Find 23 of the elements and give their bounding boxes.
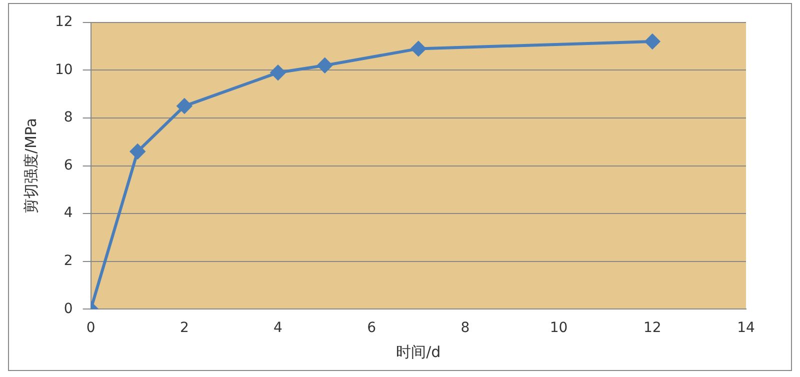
y-tick-label: 8 — [64, 110, 73, 126]
point — [644, 34, 660, 50]
y-tick-label: 0 — [64, 300, 73, 317]
point — [410, 41, 426, 56]
x-tick-label: 6 — [367, 320, 376, 336]
x-tick-label: 8 — [460, 320, 470, 336]
x-axis-title: 时间/d — [396, 342, 441, 361]
point — [317, 58, 332, 73]
y-axis-title: 剪切强度/MPa — [22, 118, 40, 214]
x-tick-label: 4 — [274, 320, 283, 336]
x-tick-label: 10 — [550, 320, 568, 336]
point — [176, 98, 192, 114]
point — [270, 65, 286, 80]
x-tick-label: 12 — [643, 320, 662, 336]
y-tick-label: 4 — [64, 205, 73, 222]
y-tick-label: 10 — [54, 62, 73, 78]
y-tick-label: 12 — [54, 14, 73, 30]
x-tick-label: 14 — [737, 320, 755, 336]
x-tick-label: 0 — [86, 320, 96, 336]
point — [130, 144, 146, 159]
x-tick-label: 2 — [180, 320, 189, 336]
y-tick-label: 2 — [64, 253, 73, 270]
y-tick-label: 6 — [64, 157, 73, 174]
